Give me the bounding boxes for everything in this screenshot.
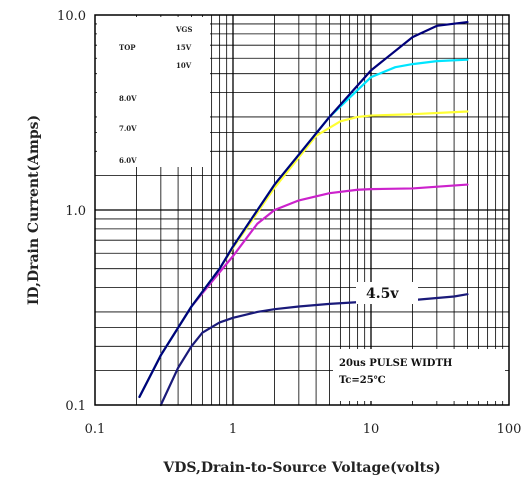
grid [95,15,509,405]
note-line-1: 20us PULSE WIDTH [339,358,452,369]
y-axis-title: ID,Drain Current(Amps) [26,115,42,305]
x-tick-label-0: 0.1 [85,422,106,437]
legend-box [97,17,210,167]
curve-label-box [356,282,418,304]
curve-label-4-5v: 4.5v [366,286,399,302]
x-axis-title: VDS,Drain-to-Source Voltage(volts) [162,460,440,476]
x-tick-label-3: 100 [497,422,522,437]
y-tick-label-2: 10.0 [57,9,86,24]
x-tick-label-2: 10 [363,422,380,437]
plot-frame [94,14,510,406]
legend-row-4-value: 6.0V [119,156,137,165]
note-line-2: Tc=25℃ [339,375,386,386]
note-box [333,349,505,401]
legend-row-3-value: 7.0V [119,124,137,133]
legend-row-1-value: 10V [176,61,192,70]
series-line-0 [138,20,469,399]
legend-row-2-value: 8.0V [119,94,137,103]
legend-row-0-value: 15V [176,43,192,52]
y-tick-label-1: 1.0 [65,204,86,219]
x-tick-label-1: 1 [229,422,237,437]
legend-header: VGS [175,25,192,34]
legend-row-0-tag: TOP [119,43,136,52]
y-tick-label-0: 0.1 [65,399,86,414]
